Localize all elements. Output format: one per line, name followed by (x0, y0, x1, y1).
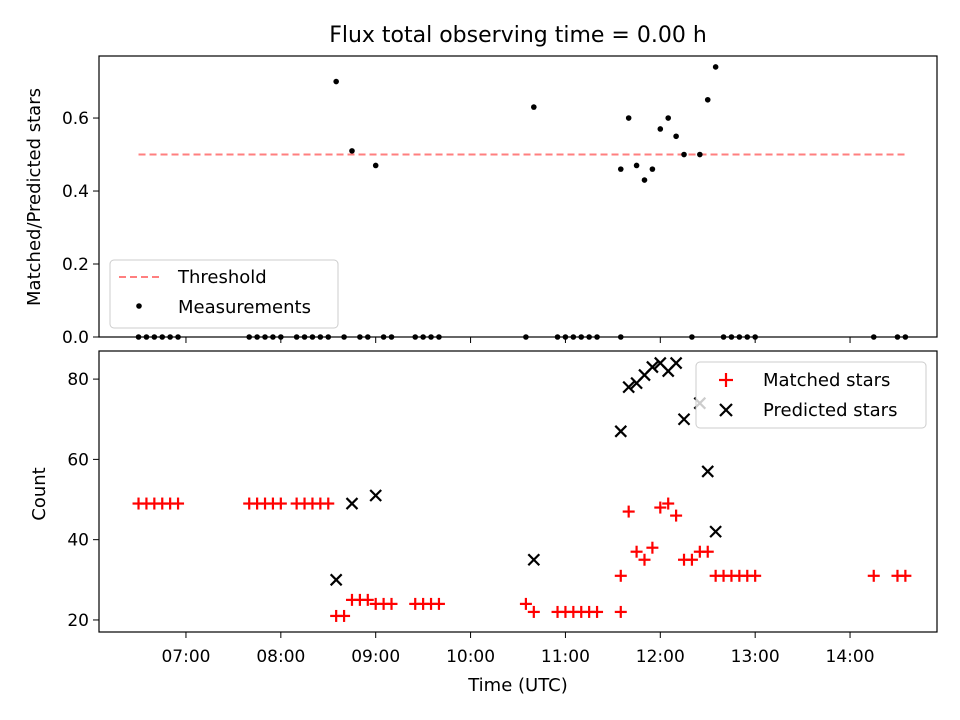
matched-star-point (749, 569, 762, 582)
top-legend-box (109, 259, 339, 329)
matched-star-point (338, 609, 351, 622)
bottom-x-tick-label: 09:00 (351, 647, 400, 667)
predicted-star-point (701, 465, 715, 478)
bottom-x-ticks: 07:00 08:00 09:00 10:00 11:00 12:00 13:00 14:00 (161, 632, 875, 667)
matched-star-point (361, 593, 374, 606)
bottom-x-tick-label: 11:00 (541, 647, 590, 667)
bottom-y-tick-label: 20 (67, 611, 89, 631)
matched-star-point (274, 497, 287, 510)
legend-matched-label: Matched stars (763, 370, 890, 391)
matched-star-point (654, 501, 667, 514)
measurement-point (657, 126, 664, 132)
measurement-point (673, 133, 679, 140)
bottom-legend: Matched stars Predicted stars (695, 361, 927, 429)
bottom-x-tick-label: 14:00 (826, 647, 875, 667)
matched-star-point (591, 605, 604, 618)
matched-star-point (638, 553, 651, 566)
bottom-y-ticks: 20 40 60 80 (67, 370, 99, 631)
matched-star-point (701, 545, 714, 558)
top-legend: Threshold Measurements (109, 259, 339, 329)
measurement-point (649, 166, 656, 172)
predicted-star-point (345, 497, 359, 510)
matched-star-point (685, 553, 698, 566)
matched-star-point (385, 597, 398, 610)
matched-star-point (172, 497, 185, 510)
top-panel: Flux total observing time = 0.00 h 0.00.… (24, 23, 938, 348)
measurement-point (681, 151, 687, 158)
bottom-panel: 20 40 60 80 07:00 08:00 09:00 10:00 11:00 12:00 1… (29, 350, 938, 696)
matched-star-point (614, 605, 627, 618)
measurement-point (349, 148, 355, 154)
legend-predicted-swatch (719, 403, 733, 417)
bottom-y-axis-label: Count (29, 467, 50, 520)
legend-threshold-label: Threshold (177, 267, 267, 288)
predicted-star-point (329, 573, 343, 587)
matched-star-point (519, 597, 532, 610)
measurement-point (697, 151, 703, 158)
legend-measurements-swatch (136, 303, 142, 309)
legend-matched-swatch (719, 373, 733, 387)
bottom-y-tick-label: 80 (67, 370, 89, 390)
predicted-star-point (646, 360, 659, 374)
predicted-star-point (669, 356, 683, 370)
measurement-point (372, 162, 379, 169)
predicted-star-point (677, 412, 691, 426)
predicted-star-point (622, 380, 635, 394)
predicted-star-point (709, 525, 722, 538)
bottom-x-tick-label: 10:00 (446, 647, 495, 667)
matched-star-point (662, 497, 675, 510)
chart-title: Flux total observing time = 0.00 h (329, 23, 707, 48)
x-axis-label: Time (UTC) (467, 675, 568, 696)
top-plot-frame (98, 55, 938, 338)
bottom-x-tick-label: 12:00 (636, 647, 685, 667)
measurement-point (712, 64, 719, 70)
measurement-point (625, 115, 632, 121)
predicted-star-point (614, 425, 628, 438)
matched-star-point (670, 509, 683, 522)
matched-star-point (527, 605, 540, 618)
matched-star-point (899, 569, 912, 582)
measurement-point (617, 166, 624, 172)
matched-star-point (614, 569, 627, 582)
predicted-star-point (527, 553, 541, 567)
count-points (132, 356, 912, 622)
matched-star-point (622, 505, 635, 518)
bottom-x-tick-label: 07:00 (161, 647, 210, 667)
bottom-x-tick-label: 13:00 (731, 647, 780, 667)
predicted-star-point (369, 489, 382, 502)
measurement-point (641, 177, 648, 183)
bottom-y-tick-label: 60 (67, 450, 89, 470)
matched-star-point (630, 545, 643, 558)
legend-measurements-label: Measurements (178, 297, 311, 318)
bottom-x-tick-label: 08:00 (256, 647, 305, 667)
measurement-point (531, 104, 537, 110)
top-x-ticks (185, 337, 851, 343)
top-y-ticks: 0.0 0.2 0.4 0.6 (62, 109, 99, 348)
measurement-points (135, 64, 909, 340)
top-y-tick-label: 0.0 (62, 328, 89, 348)
matched-star-point (646, 541, 659, 554)
top-y-axis-label: Matched/Predicted stars (24, 88, 45, 306)
top-y-tick-label: 0.2 (62, 255, 89, 275)
bottom-legend-box (695, 361, 927, 429)
measurement-point (633, 162, 640, 169)
matched-star-point (322, 497, 335, 510)
matched-star-point (867, 569, 880, 582)
measurement-point (333, 78, 339, 85)
bottom-plot-frame (98, 350, 938, 633)
legend-predicted-label: Predicted stars (763, 400, 897, 421)
top-y-tick-label: 0.6 (62, 109, 89, 129)
measurement-point (665, 115, 672, 121)
matched-star-point (432, 597, 445, 610)
measurement-point (704, 96, 711, 103)
top-y-tick-label: 0.4 (62, 182, 89, 202)
bottom-y-tick-label: 40 (67, 531, 89, 551)
